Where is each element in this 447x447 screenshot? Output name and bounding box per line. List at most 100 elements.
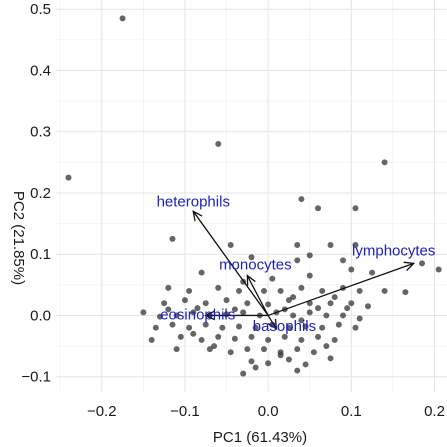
x-tick-label: 0.2	[424, 403, 445, 420]
data-point	[240, 370, 247, 377]
data-point	[419, 260, 426, 267]
data-point	[356, 287, 363, 294]
data-point	[327, 300, 334, 307]
data-point	[231, 335, 238, 342]
loading-arrowhead-basophils	[267, 318, 278, 331]
y-tick-label: 0.5	[30, 1, 51, 18]
data-point	[269, 321, 276, 328]
data-point	[248, 358, 255, 365]
data-point	[298, 196, 305, 203]
data-point	[173, 312, 180, 319]
data-point	[331, 336, 338, 343]
loading-arrow-basophils	[267, 315, 278, 330]
y-tick-label: 0.2	[30, 185, 51, 202]
loading-arrows	[192, 210, 416, 331]
data-point	[215, 284, 222, 291]
loading-label-monocytes: monocytes	[219, 257, 292, 274]
loading-arrow-monocytes	[246, 275, 269, 316]
y-tick-label: 0.1	[30, 246, 51, 263]
sample-points	[65, 15, 442, 377]
loading-arrow-lymphocytes	[267, 262, 414, 317]
data-point	[244, 346, 251, 353]
loading-labels: heterophils lymphocytes monocytes eosinophi…	[157, 193, 436, 335]
data-point	[319, 324, 326, 331]
y-tick-label: 0.0	[30, 307, 51, 324]
data-point	[206, 346, 213, 353]
x-tick-label: 0.0	[258, 403, 279, 420]
data-point	[285, 297, 292, 304]
data-point	[306, 309, 313, 316]
x-tick-labels: −0.2 −0.1 0.0 0.1 0.2	[87, 403, 445, 420]
data-point	[310, 349, 317, 356]
x-tick-label: −0.2	[87, 403, 117, 420]
data-point	[306, 272, 313, 279]
data-point	[202, 300, 209, 307]
loading-label-lymphocytes: lymphocytes	[352, 242, 435, 259]
data-point	[236, 323, 243, 330]
data-point	[269, 275, 276, 282]
data-point	[148, 336, 155, 343]
data-point	[302, 361, 309, 368]
data-point	[119, 15, 126, 22]
data-point	[364, 303, 371, 310]
x-axis-label: PC1 (61.43%)	[213, 429, 307, 446]
data-point	[302, 323, 309, 330]
data-point	[315, 333, 322, 340]
data-point	[161, 300, 168, 307]
data-point	[260, 346, 267, 353]
data-point	[265, 301, 272, 308]
data-point	[231, 306, 238, 313]
data-point	[186, 324, 193, 331]
data-point	[252, 364, 259, 371]
data-point	[215, 333, 222, 340]
data-point	[190, 309, 197, 316]
plot-panel	[56, 0, 447, 392]
data-point	[211, 343, 218, 350]
data-point	[260, 287, 267, 294]
data-point	[248, 333, 255, 340]
y-tick-label: 0.4	[30, 62, 51, 79]
data-point	[165, 306, 172, 313]
data-point	[335, 321, 342, 328]
data-point	[298, 336, 305, 343]
data-point	[165, 284, 172, 291]
data-point	[331, 294, 338, 301]
data-point	[265, 360, 272, 367]
data-point	[198, 269, 205, 276]
data-point	[340, 312, 347, 319]
data-point	[340, 257, 347, 264]
data-point	[223, 297, 230, 304]
data-point	[344, 305, 351, 312]
loading-arrowhead-heterophils	[192, 210, 203, 222]
data-point	[323, 312, 330, 319]
data-point	[352, 205, 359, 212]
data-point	[198, 336, 205, 343]
x-tick-label: −0.1	[170, 403, 200, 420]
data-point	[156, 313, 163, 320]
data-point	[290, 294, 297, 301]
data-point	[298, 317, 305, 324]
data-point	[356, 315, 363, 322]
data-point	[186, 287, 193, 294]
loading-label-heterophils: heterophils	[157, 193, 230, 210]
data-point	[327, 242, 334, 248]
data-point	[369, 269, 376, 276]
data-point	[236, 287, 243, 294]
data-point	[290, 312, 297, 319]
y-axis-label: PC2 (21.85%)	[10, 191, 27, 285]
data-point	[348, 266, 355, 273]
data-point	[215, 140, 222, 147]
data-point	[248, 254, 255, 261]
data-point	[381, 287, 388, 294]
data-point	[327, 355, 334, 362]
data-point	[277, 352, 284, 359]
data-point	[227, 349, 234, 356]
data-point	[323, 343, 330, 350]
data-point	[227, 242, 234, 248]
data-point	[181, 297, 188, 304]
data-point	[194, 305, 201, 312]
y-tick-label: 0.3	[30, 124, 51, 141]
data-point	[140, 309, 147, 316]
data-point	[402, 289, 409, 296]
